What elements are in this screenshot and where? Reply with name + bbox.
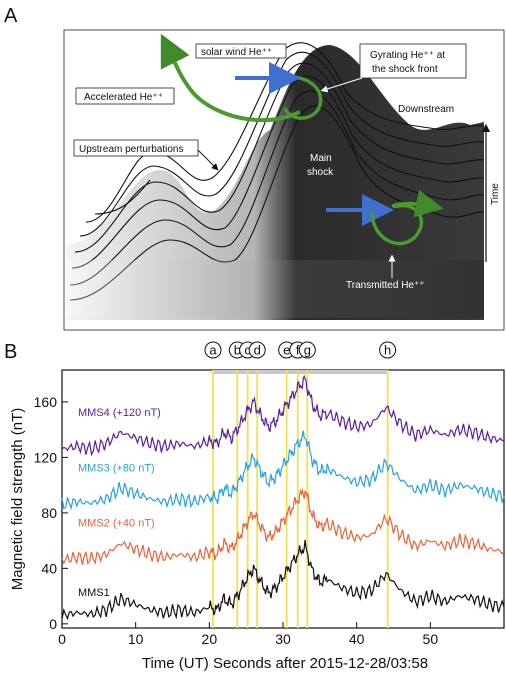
event-label-g: g [304, 343, 311, 358]
event-marker-d [248, 341, 266, 359]
upstream-label-box [73, 139, 199, 157]
series-label-3: MMS1 [78, 587, 110, 599]
x-tick-label-0: 0 [58, 631, 66, 647]
time-axis-label: Time [490, 183, 501, 205]
event-marker-g [298, 341, 316, 359]
series-line-0 [61, 374, 505, 457]
panel-a: A Time solar wind He⁺⁺ Gyrating He⁺⁺ at [4, 5, 505, 331]
gyrating-label-box [359, 43, 467, 79]
accelerated-he-trajectory [160, 33, 301, 122]
series-label-0: MMS4 (+120 nT) [78, 407, 161, 419]
gyrating-label-line2: the shock front [372, 64, 438, 75]
y-axis-label: Magnetic field strength (nT) [9, 408, 26, 591]
x-axis-label: Time (UT) Seconds after 2015-12-28/03:58 [142, 655, 428, 672]
gyrating-label-line1: Gyrating He⁺⁺ at [370, 50, 445, 61]
event-label-b: b [234, 343, 241, 358]
event-label-a: a [209, 343, 217, 358]
series-line-3 [61, 539, 505, 621]
shock-ridge-7 [94, 179, 151, 215]
series-label-2: MMS2 (+40 nT) [78, 518, 155, 530]
event-label-c: c [244, 343, 251, 358]
y-tick-label-160: 160 [34, 394, 58, 410]
accelerated-label: Accelerated He⁺⁺ [84, 92, 163, 103]
upstream-pointer [197, 149, 219, 171]
shock-surface-back [66, 45, 484, 320]
y-tick-label-80: 80 [41, 505, 57, 521]
transmitted-he-orbit [370, 189, 444, 246]
y-tick-label-0: 0 [49, 616, 57, 632]
series-label-1: MMS3 (+80 nT) [78, 462, 155, 474]
x-tick-label-10: 10 [128, 631, 144, 647]
main-shock-label-line2: shock [307, 167, 334, 178]
series-line-2 [61, 488, 505, 565]
downstream-label: Downstream [398, 104, 454, 115]
x-tick-label-40: 40 [349, 631, 365, 647]
field-strength-chart: a b c d e f g h MMS4 (+120 nT) MMS3 (+80 nT) MMS2 … [9, 341, 505, 672]
event-marker-a [204, 341, 222, 359]
event-label-d: d [254, 343, 261, 358]
transmitted-label: Transmitted He⁺⁺ [346, 280, 425, 291]
panel-b: B a b c d e f g h MMS4 (+120 nT) MMS3 (+80 nT) MMS… [4, 341, 505, 672]
panel-a-letter: A [4, 5, 18, 27]
y-tick-label-40: 40 [41, 560, 57, 576]
upstream-label: Upstream perturbations [79, 144, 184, 155]
gyrating-pointer [320, 77, 363, 93]
event-label-h: h [384, 343, 391, 358]
x-tick-label-50: 50 [423, 631, 439, 647]
solar-wind-label: solar wind He⁺⁺ [201, 47, 272, 58]
shock-ridge-3 [71, 75, 485, 269]
event-label-f: f [296, 343, 300, 358]
event-label-e: e [283, 343, 290, 358]
series-line-1 [61, 430, 505, 511]
x-tick-label-20: 20 [202, 631, 218, 647]
shock-band-overlay [66, 260, 484, 318]
solar-wind-label-box [195, 43, 287, 59]
event-marker-h [379, 341, 397, 359]
y-tick-label-120: 120 [34, 449, 58, 465]
x-tick-label-30: 30 [275, 631, 291, 647]
accelerated-label-box [75, 87, 175, 105]
main-shock-label-line1: Main [310, 153, 332, 164]
panel-b-letter: B [4, 341, 17, 363]
event-span-bar [213, 370, 388, 374]
